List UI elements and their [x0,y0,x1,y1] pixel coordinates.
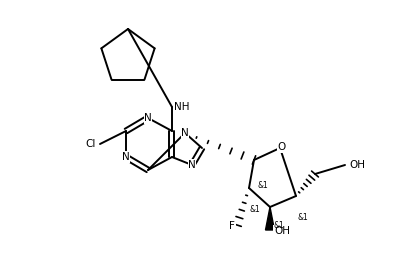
Polygon shape [266,207,275,230]
Text: O: O [278,142,286,152]
Text: &1: &1 [258,181,269,190]
Text: OH: OH [349,160,365,170]
Text: &1: &1 [298,213,309,222]
Text: NH: NH [174,102,190,112]
Text: &1: &1 [250,205,261,214]
Text: Cl: Cl [85,139,96,149]
Text: N: N [188,160,196,170]
Text: F: F [229,221,235,231]
Text: OH: OH [274,226,290,236]
Text: N: N [181,128,189,138]
Text: N: N [144,113,152,123]
Text: &1: &1 [274,221,285,230]
Text: N: N [122,152,130,162]
